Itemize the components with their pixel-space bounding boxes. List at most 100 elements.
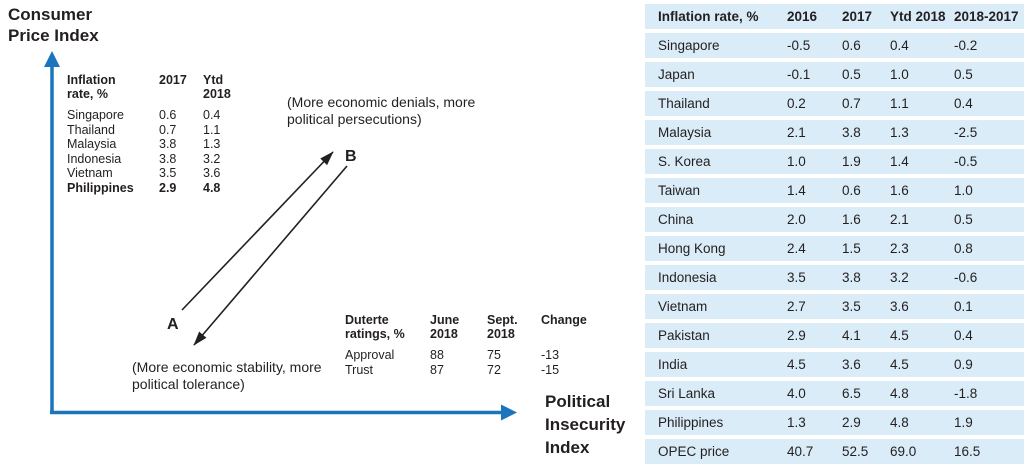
table-row: Singapore 0.6 0.4 — [67, 108, 251, 123]
table-row: Hong Kong 2.4 1.5 2.3 0.8 — [645, 236, 1024, 261]
row-value: 72 — [487, 362, 501, 377]
row-value: 1.0 — [954, 183, 973, 198]
row-value: 3.6 — [203, 166, 221, 180]
row-label: Philippines — [67, 180, 134, 195]
table-row: S. Korea 1.0 1.9 1.4 -0.5 — [645, 149, 1024, 174]
row-label: Sri Lanka — [658, 386, 716, 401]
row-value: 52.5 — [842, 444, 869, 459]
row-label: Indonesia — [658, 270, 717, 285]
row-value: 40.7 — [787, 444, 814, 459]
table-row: Malaysia 3.8 1.3 — [67, 137, 251, 152]
row-value: 4.8 — [890, 415, 909, 430]
row-value: 1.9 — [842, 154, 861, 169]
header-ytd-2018: Ytd 2018 — [890, 9, 946, 24]
row-value: 1.0 — [890, 67, 909, 82]
row-value: 2.1 — [890, 212, 909, 227]
row-value: 2.3 — [890, 241, 909, 256]
row-label: Singapore — [658, 38, 720, 53]
row-value: 0.6 — [159, 108, 177, 122]
table-row: Pakistan 2.9 4.1 4.5 0.4 — [645, 323, 1024, 348]
row-value: -0.5 — [954, 154, 978, 169]
row-label: Trust — [345, 362, 374, 377]
row-value: 1.6 — [890, 183, 909, 198]
row-value: 1.4 — [890, 154, 909, 169]
row-value: 0.5 — [954, 212, 973, 227]
row-value: 3.5 — [159, 166, 177, 180]
inflation-table-panel: Inflation rate, % 2016 2017 Ytd 2018 201… — [645, 0, 1024, 471]
row-label: Thailand — [67, 122, 115, 137]
row-value: 0.7 — [159, 122, 177, 137]
row-value: 0.4 — [890, 38, 909, 53]
row-value: 1.6 — [842, 212, 861, 227]
row-label: Japan — [658, 67, 695, 82]
row-value: 4.0 — [787, 386, 806, 401]
row-label: Philippines — [658, 415, 724, 430]
table-row: Malaysia 2.1 3.8 1.3 -2.5 — [645, 120, 1024, 145]
table-header-row: Inflation rate, % 2016 2017 Ytd 2018 201… — [645, 4, 1024, 29]
row-label: Taiwan — [658, 183, 701, 198]
header-2017: 2017 — [842, 9, 873, 24]
row-label: Malaysia — [67, 137, 117, 151]
row-label: S. Korea — [658, 154, 711, 169]
table-row: Thailand 0.7 1.1 — [67, 123, 251, 138]
inset-col-2017: 2017 — [159, 73, 187, 87]
row-value: 0.5 — [954, 67, 973, 82]
row-value: -0.6 — [954, 270, 978, 285]
row-value: 3.6 — [842, 357, 861, 372]
row-value: 2.4 — [787, 241, 806, 256]
row-value: 1.3 — [890, 125, 909, 140]
table-row: Vietnam 2.7 3.5 3.6 0.1 — [645, 294, 1024, 319]
row-value: 3.8 — [159, 151, 177, 166]
row-value: 1.3 — [203, 137, 221, 151]
row-value: 4.5 — [890, 328, 909, 343]
row-label: Malaysia — [658, 125, 712, 140]
row-value: 0.6 — [842, 38, 861, 53]
y-axis-label: Consumer Price Index — [8, 5, 99, 46]
inset-title: Inflation rate, % — [67, 73, 116, 101]
x-axis-arrowhead — [501, 404, 517, 421]
row-value: -1.8 — [954, 386, 978, 401]
row-value: 3.8 — [159, 137, 177, 151]
row-value: 4.1 — [842, 328, 861, 343]
row-value: 1.4 — [787, 183, 806, 198]
row-value: 2.0 — [787, 212, 806, 227]
x-axis-label: Political Insecurity Index — [545, 392, 626, 457]
table-row: Japan -0.1 0.5 1.0 0.5 — [645, 62, 1024, 87]
table-row: Philippines 2.9 4.8 — [67, 181, 251, 196]
inset-header-row: Duterte ratings, % June 2018 Sept. 2018 … — [345, 313, 596, 348]
row-value: 2.9 — [159, 180, 177, 195]
row-value: 1.0 — [787, 154, 806, 169]
row-value: 6.5 — [842, 386, 861, 401]
row-label: China — [658, 212, 694, 227]
row-value: 1.9 — [954, 415, 973, 430]
row-value: 87 — [430, 362, 444, 377]
row-value: 3.5 — [842, 299, 861, 314]
row-value: 2.9 — [842, 415, 861, 430]
row-value: 3.8 — [842, 270, 861, 285]
row-label: Indonesia — [67, 151, 122, 166]
row-value: 0.7 — [842, 96, 861, 111]
row-value: -0.2 — [954, 38, 978, 53]
inset-col-ytd-2018: Ytd 2018 — [203, 73, 231, 101]
row-label: India — [658, 357, 688, 372]
diagram-canvas — [44, 51, 517, 421]
row-value: 3.8 — [842, 125, 861, 140]
row-label: Vietnam — [67, 166, 113, 180]
row-value: 16.5 — [954, 444, 981, 459]
ratings-title: Duterte ratings, % — [345, 313, 405, 341]
row-value: 0.4 — [203, 108, 221, 122]
table-row: Philippines 1.3 2.9 4.8 1.9 — [645, 410, 1024, 435]
row-value: 3.5 — [787, 270, 806, 285]
row-value: 3.2 — [890, 270, 909, 285]
row-value: 0.9 — [954, 357, 973, 372]
ratings-col-june: June 2018 — [430, 313, 460, 341]
header-2016: 2016 — [787, 9, 818, 24]
row-value: 0.8 — [954, 241, 973, 256]
row-value: 3.2 — [203, 151, 221, 166]
row-value: 0.2 — [787, 96, 806, 111]
row-value: 2.1 — [787, 125, 806, 140]
table-row: Sri Lanka 4.0 6.5 4.8 -1.8 — [645, 381, 1024, 406]
y-axis-arrowhead — [44, 51, 60, 67]
table-row: Indonesia 3.8 3.2 — [67, 152, 251, 167]
row-value: 4.8 — [890, 386, 909, 401]
